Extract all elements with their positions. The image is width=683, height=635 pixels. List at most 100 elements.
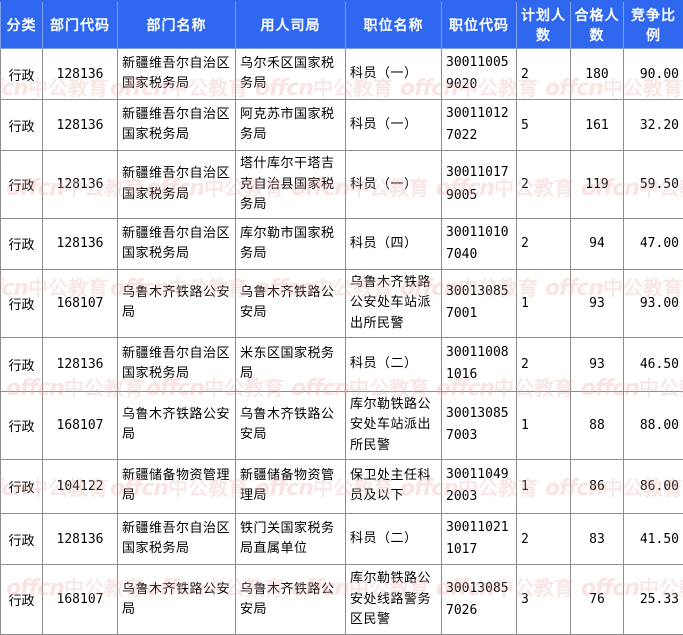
cell-employer: 库尔勒市国家税务局 bbox=[236, 218, 346, 269]
cell-qualified: 161 bbox=[571, 100, 624, 151]
cell-dept-code: 128136 bbox=[43, 513, 118, 564]
cell-planned: 2 bbox=[517, 49, 571, 100]
cell-category: 行政 bbox=[1, 337, 43, 391]
cell-job-name: 乌鲁木齐铁路公安处车站派出所民警 bbox=[346, 269, 442, 337]
cell-employer: 塔什库尔干塔吉克自治县国家税务局 bbox=[236, 151, 346, 218]
table-row: 行政 128136 新疆维吾尔自治区国家税务局 阿克苏市国家税务局 科员（一） … bbox=[1, 100, 683, 151]
cell-ratio: 47.00 bbox=[624, 218, 683, 269]
table-row: 行政 104122 新疆储备物资管理局 新疆储备物资管理局 保卫处主任科员及以下… bbox=[1, 459, 683, 513]
cell-ratio: 25.33 bbox=[624, 565, 683, 635]
cell-category: 行政 bbox=[1, 269, 43, 337]
cell-planned: 1 bbox=[517, 269, 571, 337]
column-header-qualified: 合格人数 bbox=[571, 1, 624, 49]
cell-qualified: 86 bbox=[571, 459, 624, 513]
column-header-employer: 用人司局 bbox=[236, 1, 346, 49]
cell-dept-code: 128136 bbox=[43, 49, 118, 100]
cell-qualified: 88 bbox=[571, 391, 624, 459]
cell-job-name: 科员（一） bbox=[346, 49, 442, 100]
cell-dept-name: 新疆维吾尔自治区国家税务局 bbox=[118, 513, 236, 564]
cell-dept-name: 新疆维吾尔自治区国家税务局 bbox=[118, 100, 236, 151]
cell-qualified: 93 bbox=[571, 269, 624, 337]
cell-category: 行政 bbox=[1, 100, 43, 151]
cell-dept-name: 新疆储备物资管理局 bbox=[118, 459, 236, 513]
cell-dept-name: 新疆维吾尔自治区国家税务局 bbox=[118, 49, 236, 100]
cell-category: 行政 bbox=[1, 513, 43, 564]
cell-dept-name: 乌鲁木齐铁路公安局 bbox=[118, 565, 236, 635]
cell-category: 行政 bbox=[1, 151, 43, 218]
cell-dept-name: 新疆维吾尔自治区国家税务局 bbox=[118, 337, 236, 391]
cell-planned: 2 bbox=[517, 151, 571, 218]
cell-job-code: 300130857026 bbox=[442, 565, 517, 635]
cell-dept-code: 128136 bbox=[43, 337, 118, 391]
cell-qualified: 93 bbox=[571, 337, 624, 391]
cell-ratio: 41.50 bbox=[624, 513, 683, 564]
cell-job-code: 300130857001 bbox=[442, 269, 517, 337]
cell-planned: 2 bbox=[517, 337, 571, 391]
cell-employer: 铁门关国家税务局直属单位 bbox=[236, 513, 346, 564]
column-header-job-name: 职位名称 bbox=[346, 1, 442, 49]
cell-job-code: 300110492003 bbox=[442, 459, 517, 513]
table-row: 行政 128136 新疆维吾尔自治区国家税务局 铁门关国家税务局直属单位 科员（… bbox=[1, 513, 683, 564]
cell-qualified: 83 bbox=[571, 513, 624, 564]
cell-job-code: 300110107040 bbox=[442, 218, 517, 269]
table-row: 行政 128136 新疆维吾尔自治区国家税务局 米东区国家税务局 科员（二） 3… bbox=[1, 337, 683, 391]
column-header-dept-name: 部门名称 bbox=[118, 1, 236, 49]
cell-category: 行政 bbox=[1, 49, 43, 100]
cell-ratio: 93.00 bbox=[624, 269, 683, 337]
table-row: 行政 128136 新疆维吾尔自治区国家税务局 塔什库尔干塔吉克自治县国家税务局… bbox=[1, 151, 683, 218]
cell-job-name: 科员（四） bbox=[346, 218, 442, 269]
cell-employer: 乌鲁木齐铁路公安局 bbox=[236, 565, 346, 635]
column-header-dept-code: 部门代码 bbox=[43, 1, 118, 49]
cell-qualified: 119 bbox=[571, 151, 624, 218]
cell-category: 行政 bbox=[1, 459, 43, 513]
table-row: 行政 168107 乌鲁木齐铁路公安局 乌鲁木齐铁路公安局 乌鲁木齐铁路公安处车… bbox=[1, 269, 683, 337]
cell-ratio: 86.00 bbox=[624, 459, 683, 513]
cell-dept-name: 乌鲁木齐铁路公安局 bbox=[118, 391, 236, 459]
table-row: 行政 168107 乌鲁木齐铁路公安局 乌鲁木齐铁路公安局 库尔勒铁路公安处车站… bbox=[1, 391, 683, 459]
cell-job-name: 库尔勒铁路公安处线路警务区民警 bbox=[346, 565, 442, 635]
cell-planned: 5 bbox=[517, 100, 571, 151]
cell-job-code: 300130857003 bbox=[442, 391, 517, 459]
column-header-planned: 计划人数 bbox=[517, 1, 571, 49]
cell-dept-code: 168107 bbox=[43, 565, 118, 635]
cell-job-name: 库尔勒铁路公安处车站派出所民警 bbox=[346, 391, 442, 459]
cell-employer: 乌鲁木齐铁路公安局 bbox=[236, 391, 346, 459]
table-header: 分类 部门代码 部门名称 用人司局 职位名称 职位代码 计划人数 合格人数 竞争… bbox=[1, 1, 683, 49]
column-header-category: 分类 bbox=[1, 1, 43, 49]
table-body: 行政 128136 新疆维吾尔自治区国家税务局 乌尔禾区国家税务局 科员（一） … bbox=[1, 49, 683, 635]
cell-planned: 2 bbox=[517, 513, 571, 564]
cell-planned: 1 bbox=[517, 459, 571, 513]
table-row: 行政 128136 新疆维吾尔自治区国家税务局 库尔勒市国家税务局 科员（四） … bbox=[1, 218, 683, 269]
table-row: 行政 128136 新疆维吾尔自治区国家税务局 乌尔禾区国家税务局 科员（一） … bbox=[1, 49, 683, 100]
cell-employer: 阿克苏市国家税务局 bbox=[236, 100, 346, 151]
cell-dept-code: 128136 bbox=[43, 218, 118, 269]
cell-qualified: 94 bbox=[571, 218, 624, 269]
cell-category: 行政 bbox=[1, 565, 43, 635]
cell-ratio: 32.20 bbox=[624, 100, 683, 151]
table-row: 行政 168107 乌鲁木齐铁路公安局 乌鲁木齐铁路公安局 库尔勒铁路公安处线路… bbox=[1, 565, 683, 635]
cell-job-code: 300110081016 bbox=[442, 337, 517, 391]
cell-dept-name: 新疆维吾尔自治区国家税务局 bbox=[118, 151, 236, 218]
cell-ratio: 59.50 bbox=[624, 151, 683, 218]
cell-planned: 2 bbox=[517, 218, 571, 269]
cell-job-code: 300110059020 bbox=[442, 49, 517, 100]
cell-employer: 乌尔禾区国家税务局 bbox=[236, 49, 346, 100]
cell-ratio: 46.50 bbox=[624, 337, 683, 391]
cell-job-code: 300110179005 bbox=[442, 151, 517, 218]
cell-category: 行政 bbox=[1, 218, 43, 269]
cell-dept-name: 乌鲁木齐铁路公安局 bbox=[118, 269, 236, 337]
column-header-job-code: 职位代码 bbox=[442, 1, 517, 49]
cell-job-name: 科员（一） bbox=[346, 151, 442, 218]
cell-dept-code: 104122 bbox=[43, 459, 118, 513]
column-header-ratio: 竞争比例 bbox=[624, 1, 683, 49]
cell-job-name: 保卫处主任科员及以下 bbox=[346, 459, 442, 513]
cell-dept-name: 新疆维吾尔自治区国家税务局 bbox=[118, 218, 236, 269]
cell-qualified: 76 bbox=[571, 565, 624, 635]
cell-dept-code: 168107 bbox=[43, 391, 118, 459]
cell-planned: 3 bbox=[517, 565, 571, 635]
cell-ratio: 88.00 bbox=[624, 391, 683, 459]
cell-job-name: 科员（一） bbox=[346, 100, 442, 151]
cell-planned: 1 bbox=[517, 391, 571, 459]
table-header-row: 分类 部门代码 部门名称 用人司局 职位名称 职位代码 计划人数 合格人数 竞争… bbox=[1, 1, 683, 49]
